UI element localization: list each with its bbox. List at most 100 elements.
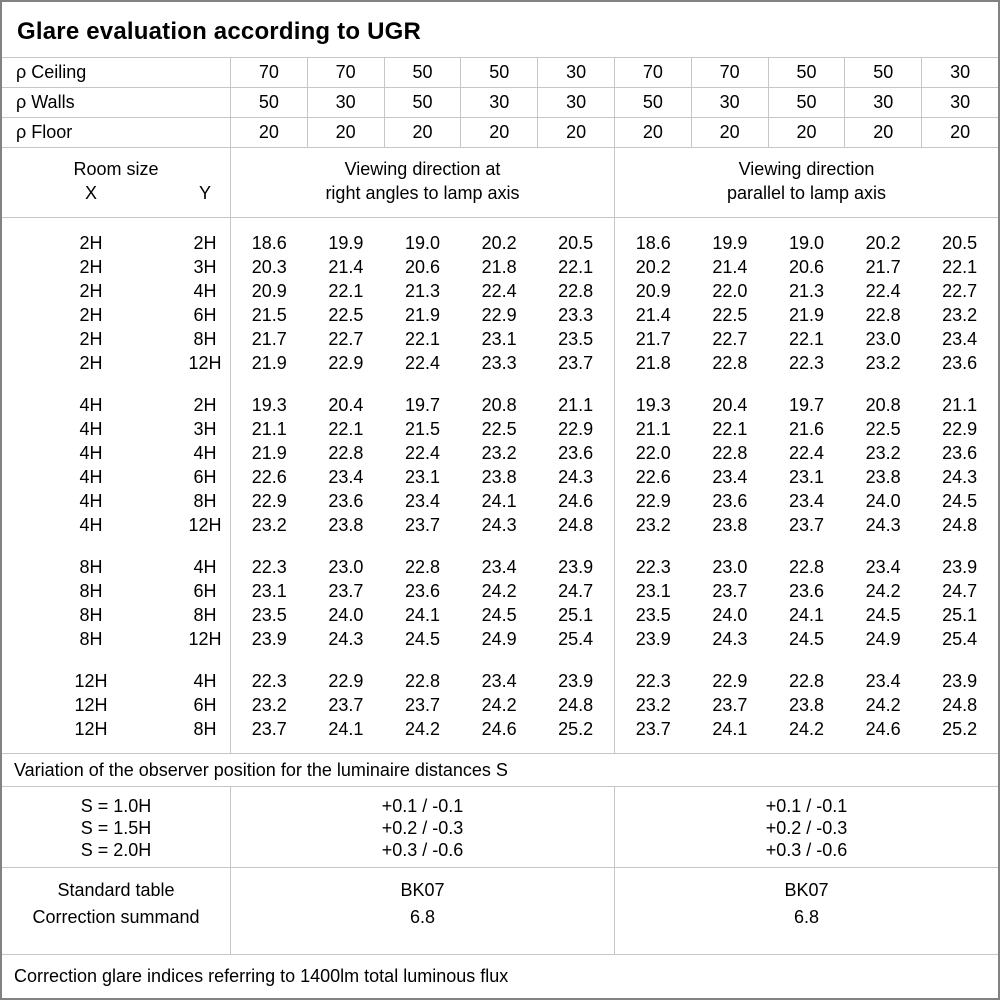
ugr-value: 24.5 (481, 605, 517, 625)
ugr-row-parallel: 22.3 22.9 22.8 23.4 23.9 (615, 669, 998, 693)
ugr-value: 23.3 (481, 353, 517, 373)
reflectance-value: 50 (614, 88, 691, 117)
ugr-row-right-angles: 22.3 22.9 22.8 23.4 23.9 (231, 669, 614, 693)
reflectance-value: 20 (614, 118, 691, 147)
room-y-value: 8H (193, 605, 217, 625)
room-y-value: 3H (193, 419, 217, 439)
ugr-value: 24.1 (481, 491, 517, 511)
ugr-value: 23.1 (404, 467, 441, 487)
room-size-row: 8H 8H (2, 603, 230, 627)
ugr-value: 22.1 (328, 419, 364, 439)
room-size-header: Room size X Y (2, 148, 230, 217)
room-size-row: 4H 8H (2, 489, 230, 513)
ugr-value: 23.1 (635, 581, 671, 601)
ugr-value: 20.9 (635, 281, 671, 301)
ugr-row-right-angles: 20.9 22.1 21.3 22.4 22.8 (231, 279, 614, 303)
ugr-row-parallel: 22.0 22.8 22.4 23.2 23.6 (615, 441, 998, 465)
ugr-value: 24.6 (865, 719, 901, 739)
room-y-value: 8H (193, 329, 217, 349)
ugr-value: 22.1 (788, 329, 825, 349)
ugr-value: 24.9 (865, 629, 901, 649)
ugr-value: 22.3 (635, 557, 671, 577)
reflectance-value: 30 (921, 88, 998, 117)
ugr-row-parallel: 21.8 22.8 22.3 23.2 23.6 (615, 351, 998, 375)
ugr-value: 23.5 (635, 605, 671, 625)
room-x-value: 4H (79, 443, 103, 463)
ugr-row-right-angles: 23.1 23.7 23.6 24.2 24.7 (231, 579, 614, 603)
reflectance-value: 20 (921, 118, 998, 147)
ugr-row-right-angles: 19.3 20.4 19.7 20.8 21.1 (231, 393, 614, 417)
ugr-value: 24.0 (712, 605, 748, 625)
room-x-value: 4H (79, 395, 103, 415)
column-header-band: Room size X Y Viewing direction at right… (2, 148, 998, 218)
s-row-label: S = 1.5H (80, 818, 152, 838)
room-y-value: 4H (193, 557, 217, 577)
ugr-value: 22.1 (712, 419, 748, 439)
room-size-row: 4H 6H (2, 465, 230, 489)
ugr-value: 21.3 (404, 281, 441, 301)
s-correction-value: +0.1 / -0.1 (765, 796, 848, 816)
ugr-value: 22.8 (712, 353, 748, 373)
ugr-row-right-angles: 22.6 23.4 23.1 23.8 24.3 (231, 465, 614, 489)
room-size-block: 8H 4H 8H 6H 8H 8H 8H 12H (2, 555, 230, 651)
reflectance-value: 30 (537, 88, 614, 117)
room-x-value: 8H (79, 557, 103, 577)
room-size-row: 12H 4H (2, 669, 230, 693)
reflectance-value: 70 (614, 58, 691, 87)
ugr-value: 24.1 (712, 719, 748, 739)
ugr-value: 23.3 (558, 305, 594, 325)
ugr-value: 24.2 (865, 581, 901, 601)
ugr-value: 21.9 (251, 353, 287, 373)
reflectance-value: 30 (306, 88, 384, 117)
reflectance-value: 30 (460, 88, 537, 117)
ugr-value: 24.5 (404, 629, 441, 649)
ugr-value: 23.4 (865, 671, 901, 691)
room-size-row: 12H 8H (2, 717, 230, 741)
ugr-value: 22.7 (712, 329, 748, 349)
ugr-value: 22.4 (404, 353, 441, 373)
ugr-value: 23.6 (942, 353, 978, 373)
room-y-value: 2H (193, 395, 217, 415)
ugr-value: 20.3 (251, 257, 287, 277)
viewing-direction-right-angles-header: Viewing direction at right angles to lam… (230, 148, 614, 217)
ugr-value: 22.9 (712, 671, 748, 691)
ugr-value: 24.3 (558, 467, 594, 487)
ugr-value: 23.8 (328, 515, 364, 535)
ugr-value: 24.8 (558, 515, 594, 535)
ugr-value: 22.1 (558, 257, 594, 277)
ugr-row-parallel: 19.3 20.4 19.7 20.8 21.1 (615, 393, 998, 417)
standard-table-section: Standard table Correction summand BK07 6… (2, 868, 998, 955)
s-distance-labels: S = 1.0H S = 1.5H S = 2.0H (2, 787, 230, 867)
ugr-value: 24.2 (481, 581, 517, 601)
ugr-row-parallel: 21.1 22.1 21.6 22.5 22.9 (615, 417, 998, 441)
ugr-value: 22.4 (404, 443, 441, 463)
ugr-row-parallel: 18.6 19.9 19.0 20.2 20.5 (615, 231, 998, 255)
ugr-value: 24.1 (404, 605, 441, 625)
ugr-value: 22.3 (251, 557, 287, 577)
ugr-value: 19.9 (712, 233, 748, 253)
reflectance-value: 20 (690, 118, 768, 147)
ugr-value: 24.5 (865, 605, 901, 625)
ugr-values-right-angles: 18.6 19.9 19.0 20.2 20.5 20.3 21.4 20.6 21.8 22.1… (230, 218, 614, 753)
room-size-row: 2H 4H (2, 279, 230, 303)
room-y-value: 6H (193, 581, 217, 601)
ugr-value: 22.1 (328, 281, 364, 301)
ugr-row-parallel: 20.9 22.0 21.3 22.4 22.7 (615, 279, 998, 303)
reflectance-value: 20 (767, 118, 845, 147)
ugr-value: 23.2 (865, 353, 901, 373)
ugr-value: 21.4 (712, 257, 748, 277)
ugr-value: 23.9 (558, 671, 594, 691)
ugr-value: 24.0 (328, 605, 364, 625)
ugr-value: 19.7 (788, 395, 825, 415)
ugr-value: 23.9 (251, 629, 287, 649)
ugr-value: 19.3 (251, 395, 287, 415)
ugr-value: 23.7 (328, 581, 364, 601)
room-y-value: 12H (188, 515, 222, 535)
ugr-value: 22.4 (481, 281, 517, 301)
ugr-value: 23.5 (558, 329, 594, 349)
room-x-value: 2H (79, 329, 103, 349)
reflectance-row-label: ρ Floor (16, 122, 73, 142)
ugr-value: 21.8 (481, 257, 517, 277)
ugr-row-right-angles: 23.2 23.8 23.7 24.3 24.8 (231, 513, 614, 537)
ugr-row-right-angles: 23.5 24.0 24.1 24.5 25.1 (231, 603, 614, 627)
